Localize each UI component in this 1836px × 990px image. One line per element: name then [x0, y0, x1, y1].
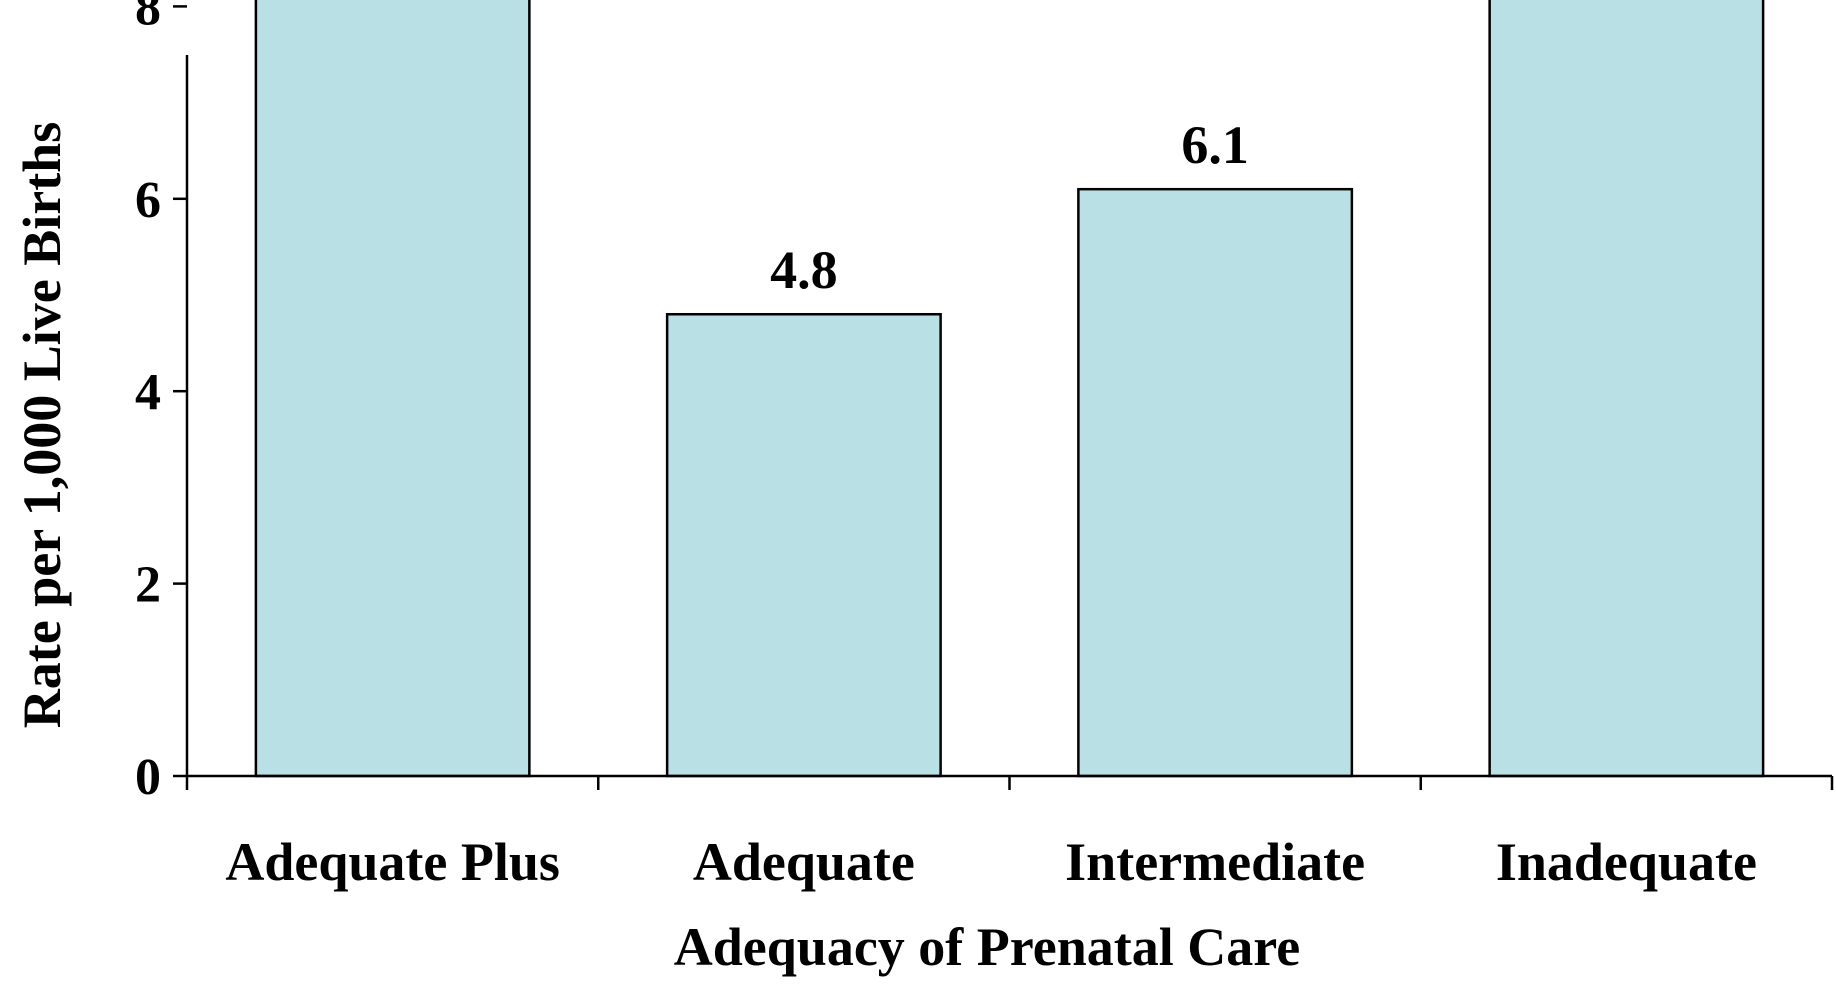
x-category-label: Intermediate: [1065, 832, 1365, 892]
x-category-label: Adequate Plus: [225, 832, 560, 892]
y-tick-label: 8: [135, 0, 161, 36]
x-category-label: Adequate: [693, 832, 915, 892]
data-label: 6.1: [1181, 115, 1249, 175]
bar: [254, 0, 531, 778]
plot-area: 14.44.86.110.9 02468101214 Adequate Plus…: [135, 0, 1834, 892]
bar: [1488, 0, 1765, 778]
data-label: 4.8: [770, 240, 838, 300]
y-tick-label: 4: [135, 364, 161, 421]
x-axis-title: Adequacy of Prenatal Care: [674, 917, 1300, 977]
bar: [1077, 187, 1354, 778]
x-category-label: Inadequate: [1496, 832, 1757, 892]
x-ticks: [185, 776, 1834, 790]
bars: [254, 0, 1765, 778]
y-tick-label: 0: [135, 749, 161, 806]
y-ticks: 02468101214: [135, 0, 187, 806]
data-labels: 14.44.86.110.9: [770, 115, 1249, 300]
y-axis: 02468101214: [135, 0, 189, 806]
bar: [665, 312, 942, 778]
y-tick-label: 2: [135, 557, 161, 614]
y-axis-title: Rate per 1,000 Live Births: [12, 122, 72, 728]
x-axis: Adequate Plus Adequate Intermediate Inadequ…: [185, 774, 1834, 892]
y-tick-label: 6: [135, 172, 161, 229]
x-category-labels: Adequate Plus Adequate Intermediate Inadequ…: [225, 832, 1757, 892]
